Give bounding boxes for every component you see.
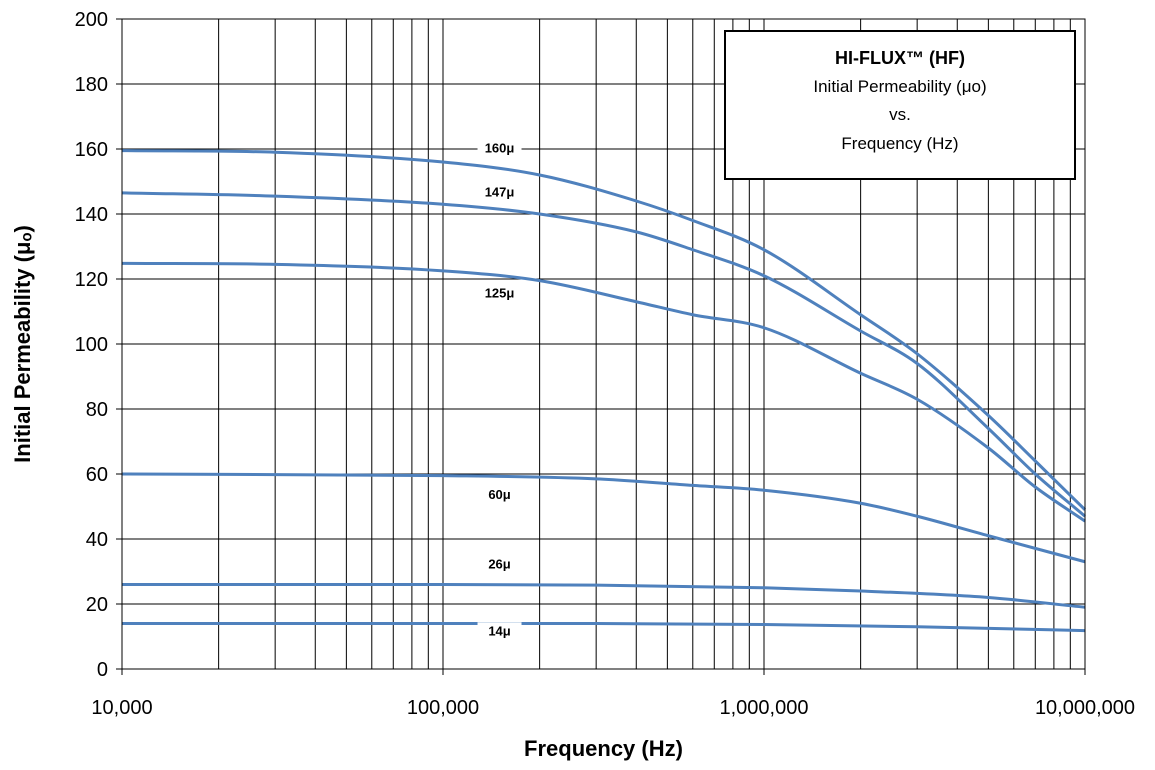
y-axis-ticks: 0 20 40 60 80 100 120 140 160 180 200	[75, 9, 122, 681]
series-line-26	[121, 582, 1086, 609]
series-line-160	[121, 149, 1087, 511]
x-axis-ticks: 10,000 100,000 1,000,000 10,000,000	[91, 669, 1135, 719]
curve-label-background	[477, 555, 522, 573]
curve-label-26: 26μ	[488, 557, 510, 572]
curve-label-125: 125μ	[485, 285, 515, 300]
y-tick-label: 40	[86, 529, 108, 551]
curve-label-147: 147μ	[485, 185, 515, 200]
series-line-125	[121, 261, 1086, 523]
curve-label-background	[477, 485, 522, 503]
series-lines	[121, 149, 1087, 633]
curve-labels: 160μ 147μ 125μ 60μ 26μ 14μ	[477, 139, 522, 640]
curve-label-background	[477, 183, 522, 201]
x-axis-title: Frequency (Hz)	[524, 736, 683, 761]
y-axis-title: Initial Permeability (μₒ)	[10, 225, 35, 463]
x-tick-label: 10,000,000	[1035, 697, 1135, 719]
y-tick-label: 20	[86, 594, 108, 616]
curve-label-background	[477, 284, 522, 302]
curve-label-14: 14μ	[488, 623, 510, 638]
chart-subtitle-line-3: Frequency (Hz)	[841, 134, 958, 153]
curve-label-background	[477, 139, 522, 157]
chart-title: HI-FLUX™ (HF)	[835, 48, 965, 68]
y-tick-label: 60	[86, 464, 108, 486]
series-line-60	[121, 472, 1086, 564]
y-tick-label: 200	[75, 9, 108, 31]
y-tick-label: 180	[75, 74, 108, 96]
y-tick-label: 140	[75, 204, 108, 226]
x-tick-label: 1,000,000	[720, 697, 809, 719]
curve-label-60: 60μ	[488, 487, 510, 502]
series-line-147	[121, 191, 1086, 518]
y-tick-label: 80	[86, 399, 108, 421]
y-tick-label: 160	[75, 139, 108, 161]
chart-title-box: HI-FLUX™ (HF) Initial Permeability (μo) …	[724, 30, 1076, 180]
chart-subtitle-line-2: vs.	[889, 105, 911, 124]
x-tick-label: 10,000	[91, 697, 152, 719]
y-tick-label: 100	[75, 334, 108, 356]
chart-subtitle-line-1: Initial Permeability (μo)	[813, 77, 986, 96]
curve-label-160: 160μ	[485, 141, 515, 156]
x-tick-label: 100,000	[407, 697, 479, 719]
curve-label-background	[477, 622, 522, 640]
y-tick-label: 120	[75, 269, 108, 291]
y-tick-label: 0	[97, 659, 108, 681]
title-box-frame	[724, 30, 1076, 180]
series-line-14	[122, 621, 1086, 633]
